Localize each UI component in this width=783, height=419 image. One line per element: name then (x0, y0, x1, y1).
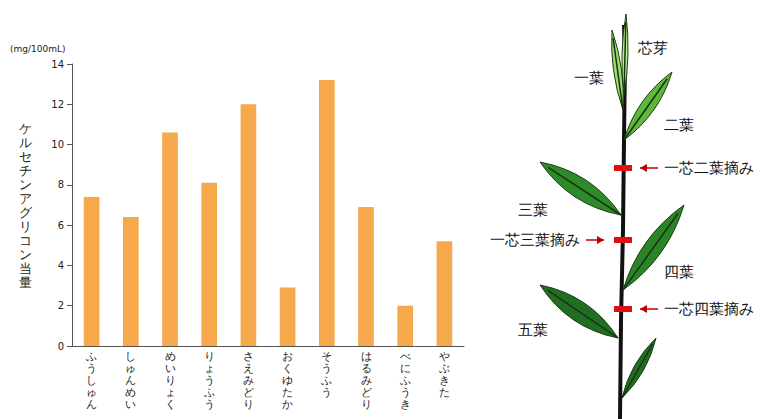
svg-text:た: た (282, 385, 294, 399)
svg-text:ふ: ふ (86, 349, 98, 363)
svg-text:や: や (438, 349, 450, 363)
svg-text:10: 10 (51, 139, 64, 150)
svg-text:う: う (321, 386, 332, 399)
svg-text:(mg/100mL): (mg/100mL) (10, 44, 66, 54)
svg-text:う: う (203, 373, 215, 387)
svg-text:か: か (282, 398, 293, 411)
svg-text:ル: ル (19, 135, 32, 150)
svg-text:ふ: ふ (399, 373, 411, 387)
svg-text:チ: チ (19, 163, 32, 178)
svg-text:み: み (242, 373, 254, 387)
svg-text:三葉: 三葉 (518, 201, 548, 219)
svg-text:14: 14 (51, 59, 64, 70)
svg-text:た: た (439, 386, 450, 399)
svg-text:芯芽: 芯芽 (637, 39, 668, 57)
svg-text:ア: ア (19, 191, 32, 206)
svg-text:り: り (243, 398, 254, 411)
svg-text:は: は (360, 349, 372, 363)
svg-text:ど: ど (242, 385, 254, 399)
svg-text:う: う (399, 385, 411, 399)
svg-text:一芯二葉摘み: 一芯二葉摘み (664, 159, 754, 177)
svg-text:ふ: ふ (321, 373, 333, 387)
svg-text:リ: リ (19, 219, 32, 234)
svg-text:量: 量 (19, 275, 32, 290)
svg-text:る: る (360, 361, 372, 375)
svg-text:ン: ン (19, 177, 32, 192)
svg-text:め: め (125, 385, 137, 399)
svg-text:ん: ん (125, 373, 137, 387)
svg-text:い: い (164, 361, 176, 375)
svg-text:い: い (125, 398, 136, 411)
svg-text:グ: グ (19, 205, 33, 220)
svg-text:に: に (399, 361, 411, 375)
svg-text:し: し (125, 349, 137, 363)
svg-text:ょ: ょ (203, 361, 215, 375)
svg-text:り: り (164, 373, 176, 387)
svg-text:り: り (361, 398, 372, 411)
svg-text:う: う (321, 361, 333, 375)
svg-text:え: え (242, 361, 254, 375)
svg-text:さ: さ (242, 349, 254, 363)
svg-text:ふ: ふ (203, 385, 215, 399)
svg-text:当: 当 (19, 261, 32, 276)
svg-text:め: め (164, 349, 176, 363)
svg-text:そ: そ (321, 349, 333, 363)
svg-text:ゆ: ゆ (282, 373, 294, 387)
svg-text:ゅ: ゅ (86, 385, 98, 399)
svg-text:8: 8 (58, 179, 64, 190)
svg-text:ケ: ケ (19, 121, 32, 136)
svg-text:み: み (360, 373, 372, 387)
svg-text:べ: べ (399, 349, 411, 363)
svg-text:セ: セ (19, 149, 32, 164)
svg-text:く: く (165, 398, 176, 411)
svg-text:う: う (204, 398, 215, 411)
svg-text:ゅ: ゅ (125, 361, 137, 375)
svg-text:12: 12 (51, 99, 64, 110)
svg-text:一葉: 一葉 (574, 69, 604, 87)
svg-text:一芯四葉摘み: 一芯四葉摘み (664, 300, 754, 318)
svg-text:2: 2 (58, 300, 64, 311)
svg-text:ん: ん (86, 398, 97, 411)
svg-text:6: 6 (58, 220, 64, 231)
svg-text:ぶ: ぶ (438, 361, 450, 375)
svg-text:コ: コ (19, 233, 32, 248)
svg-text:ン: ン (19, 247, 32, 262)
svg-text:う: う (86, 361, 98, 375)
svg-text:り: り (203, 349, 215, 363)
svg-text:四葉: 四葉 (664, 263, 694, 281)
svg-text:き: き (438, 373, 450, 387)
svg-text:一芯三葉摘み: 一芯三葉摘み (490, 231, 580, 249)
svg-text:二葉: 二葉 (664, 116, 694, 134)
svg-text:4: 4 (58, 260, 64, 271)
svg-text:お: お (282, 349, 294, 363)
svg-text:五葉: 五葉 (518, 321, 548, 339)
svg-text:ょ: ょ (164, 385, 176, 399)
svg-text:ど: ど (360, 385, 372, 399)
svg-text:し: し (86, 373, 98, 387)
svg-text:く: く (282, 361, 294, 375)
svg-text:き: き (400, 398, 411, 411)
svg-text:0: 0 (58, 341, 64, 352)
